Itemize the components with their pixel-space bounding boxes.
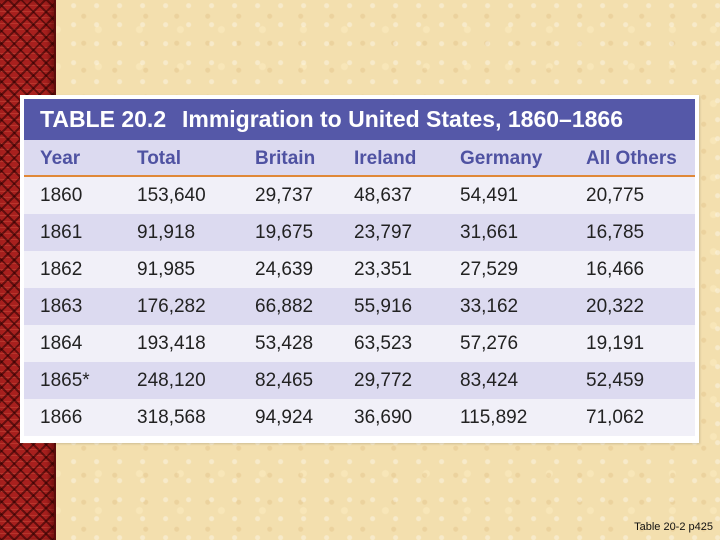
table-header-row: Year Total Britain Ireland Germany All O…: [24, 140, 695, 177]
cell-britain: 53,428: [255, 333, 314, 354]
cell-britain: 66,882: [255, 296, 314, 317]
cell-ireland: 55,916: [354, 296, 413, 317]
slide-caption: Table 20-2 p425: [634, 521, 713, 533]
cell-total: 91,918: [137, 222, 196, 243]
cell-all-others: 16,466: [586, 259, 645, 280]
cell-all-others: 19,191: [586, 333, 645, 354]
cell-ireland: 23,797: [354, 222, 413, 243]
cell-britain: 94,924: [255, 407, 314, 428]
table-title: Immigration to United States, 1860–1866: [182, 106, 623, 132]
cell-germany: 31,661: [460, 222, 519, 243]
column-header-year: Year: [40, 148, 81, 169]
cell-germany: 57,276: [460, 333, 519, 354]
column-header-germany: Germany: [460, 148, 543, 169]
table-row: 1861 91,918 19,675 23,797 31,661 16,785: [24, 214, 695, 251]
column-header-ireland: Ireland: [354, 148, 417, 169]
cell-year: 1862: [40, 259, 83, 280]
cell-total: 153,640: [137, 185, 206, 206]
table-row: 1862 91,985 24,639 23,351 27,529 16,466: [24, 251, 695, 288]
cell-ireland: 63,523: [354, 333, 413, 354]
cell-germany: 33,162: [460, 296, 519, 317]
table-row: 1864 193,418 53,428 63,523 57,276 19,191: [24, 325, 695, 362]
cell-year: 1863: [40, 296, 83, 317]
cell-all-others: 71,062: [586, 407, 645, 428]
cell-germany: 54,491: [460, 185, 519, 206]
table-row: 1866 318,568 94,924 36,690 115,892 71,06…: [24, 399, 695, 436]
cell-total: 91,985: [137, 259, 196, 280]
immigration-table: TABLE 20.2 Immigration to United States,…: [20, 95, 699, 443]
cell-britain: 24,639: [255, 259, 314, 280]
cell-germany: 83,424: [460, 370, 519, 391]
cell-all-others: 52,459: [586, 370, 645, 391]
cell-britain: 82,465: [255, 370, 314, 391]
cell-all-others: 20,775: [586, 185, 645, 206]
table-row: 1860 153,640 29,737 48,637 54,491 20,775: [24, 177, 695, 214]
cell-total: 176,282: [137, 296, 206, 317]
cell-germany: 27,529: [460, 259, 519, 280]
cell-year: 1866: [40, 407, 83, 428]
table-row: 1863 176,282 66,882 55,916 33,162 20,322: [24, 288, 695, 325]
cell-all-others: 16,785: [586, 222, 645, 243]
cell-ireland: 48,637: [354, 185, 413, 206]
table-title-bar: TABLE 20.2 Immigration to United States,…: [24, 99, 695, 140]
cell-britain: 29,737: [255, 185, 314, 206]
cell-year: 1860: [40, 185, 83, 206]
cell-britain: 19,675: [255, 222, 314, 243]
column-header-total: Total: [137, 148, 181, 169]
cell-germany: 115,892: [460, 407, 528, 428]
cell-year: 1861: [40, 222, 83, 243]
cell-total: 193,418: [137, 333, 206, 354]
column-header-all-others: All Others: [586, 148, 677, 169]
cell-year: 1865*: [40, 370, 90, 391]
table-body: 1860 153,640 29,737 48,637 54,491 20,775…: [24, 177, 695, 436]
cell-ireland: 36,690: [354, 407, 413, 428]
cell-year: 1864: [40, 333, 83, 354]
table-number: TABLE 20.2: [40, 106, 167, 132]
cell-total: 248,120: [137, 370, 206, 391]
table-row: 1865* 248,120 82,465 29,772 83,424 52,45…: [24, 362, 695, 399]
cell-all-others: 20,322: [586, 296, 645, 317]
cell-total: 318,568: [137, 407, 206, 428]
cell-ireland: 29,772: [354, 370, 413, 391]
column-header-britain: Britain: [255, 148, 316, 169]
cell-ireland: 23,351: [354, 259, 413, 280]
